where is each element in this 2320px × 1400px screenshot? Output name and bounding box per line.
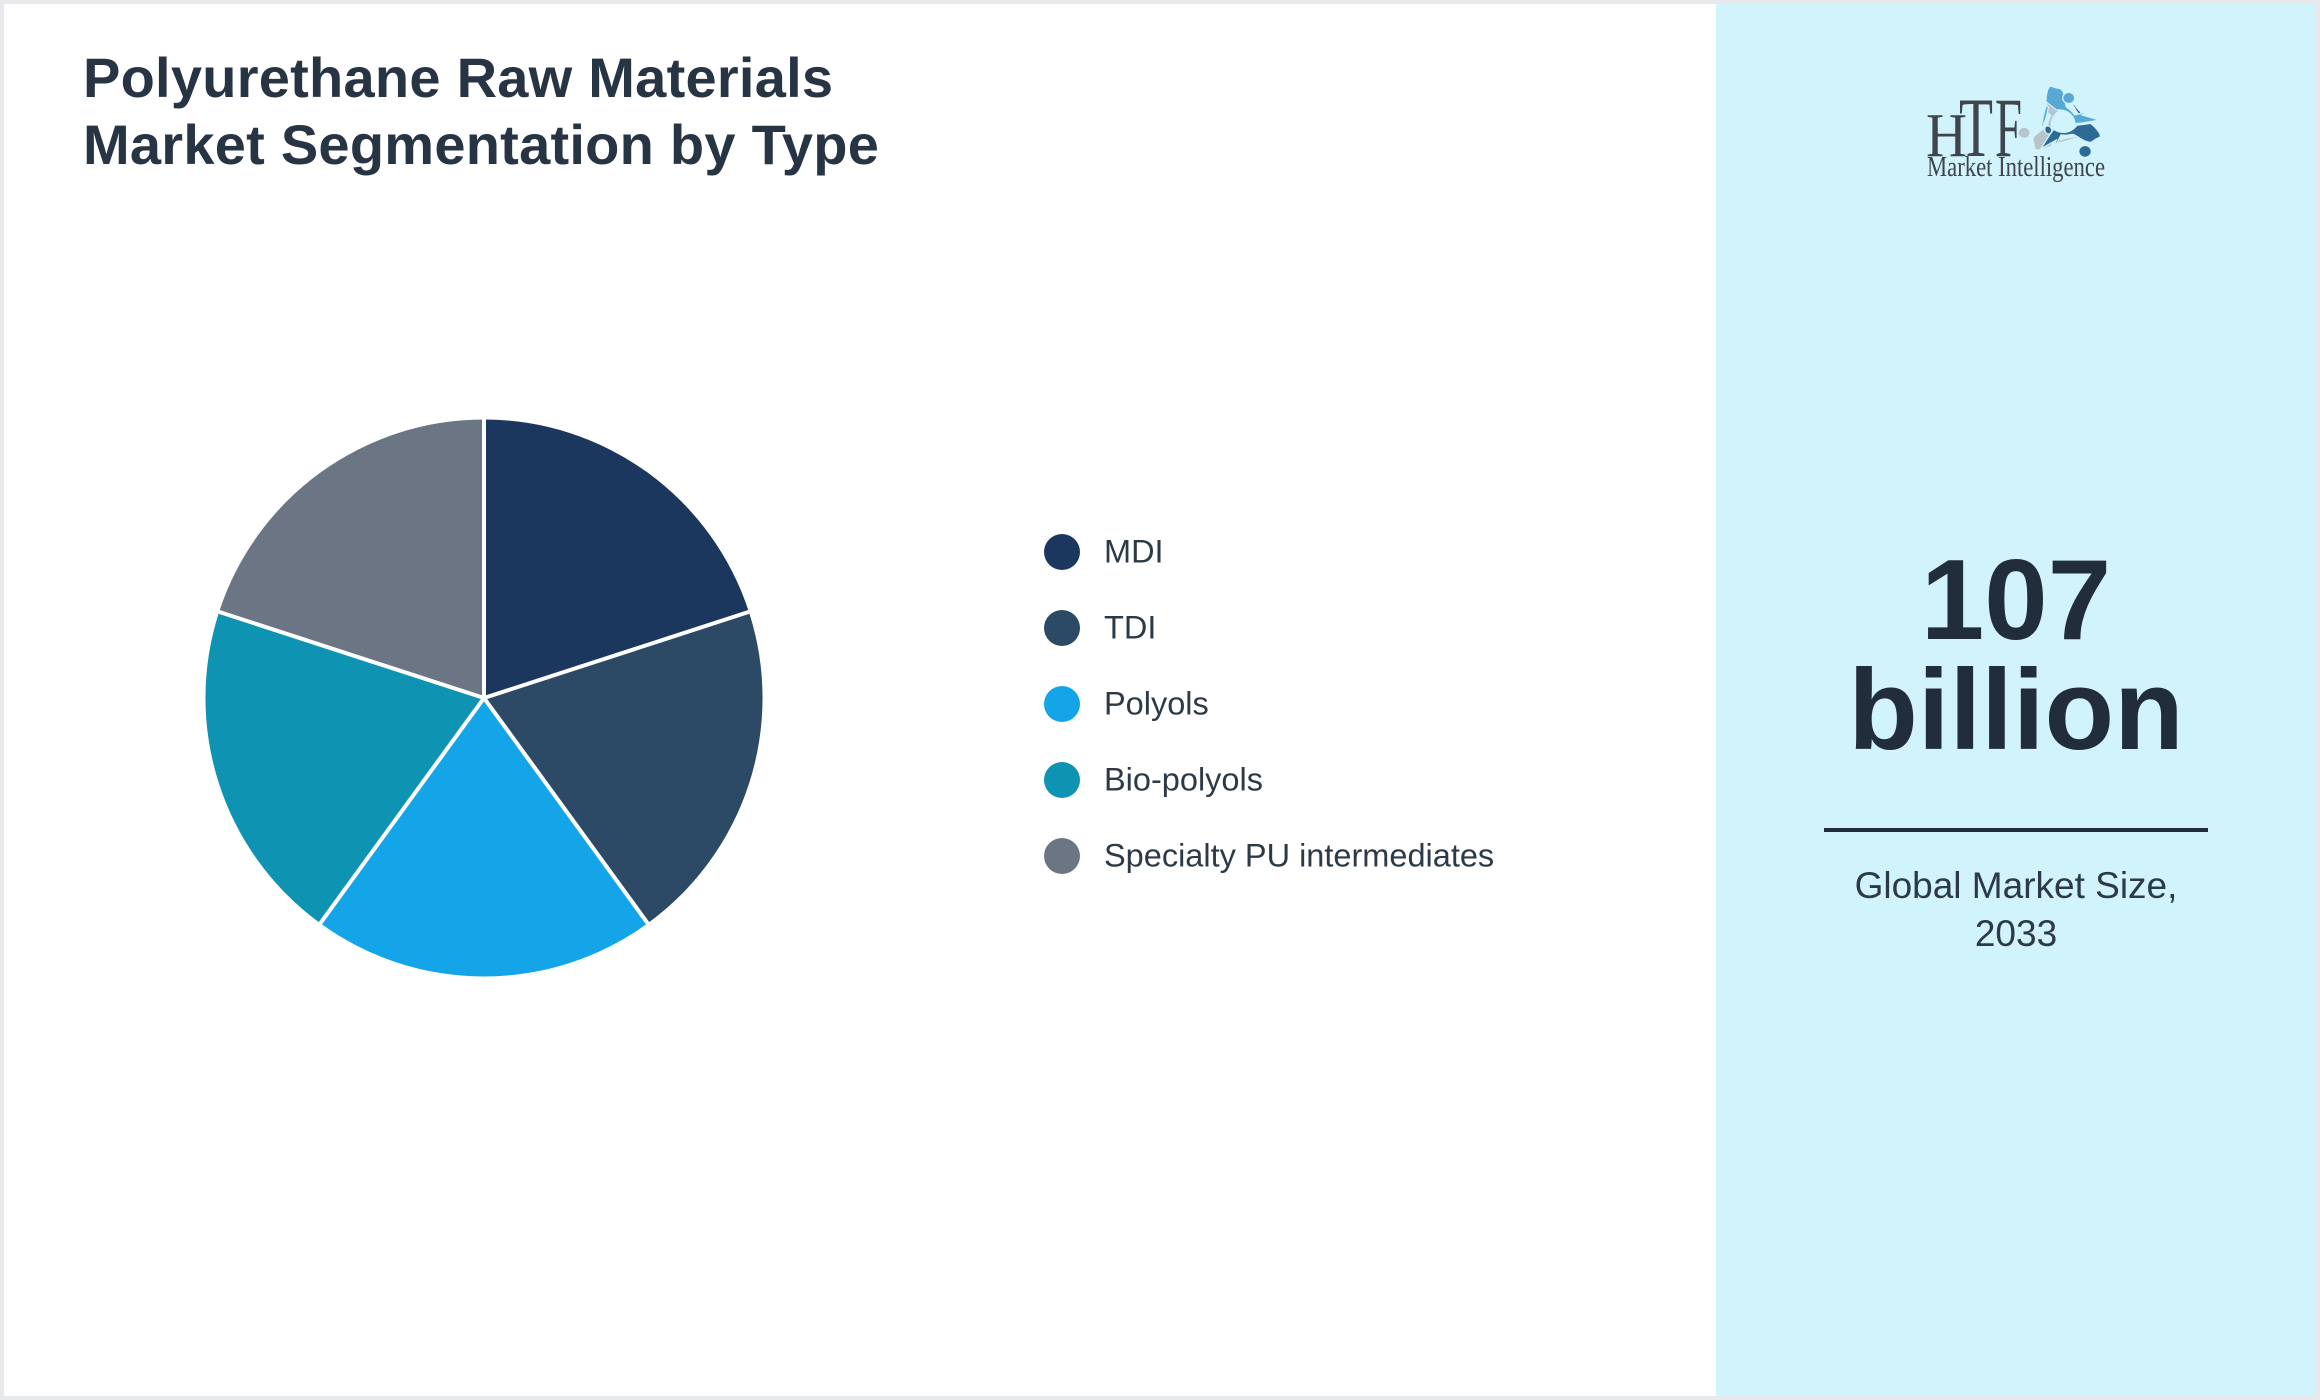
svg-text:F: F: [1995, 81, 2022, 175]
svg-text:Market Intelligence: Market Intelligence: [1927, 152, 2105, 183]
svg-text:H: H: [1926, 102, 1967, 170]
svg-text:T: T: [1959, 81, 1993, 175]
